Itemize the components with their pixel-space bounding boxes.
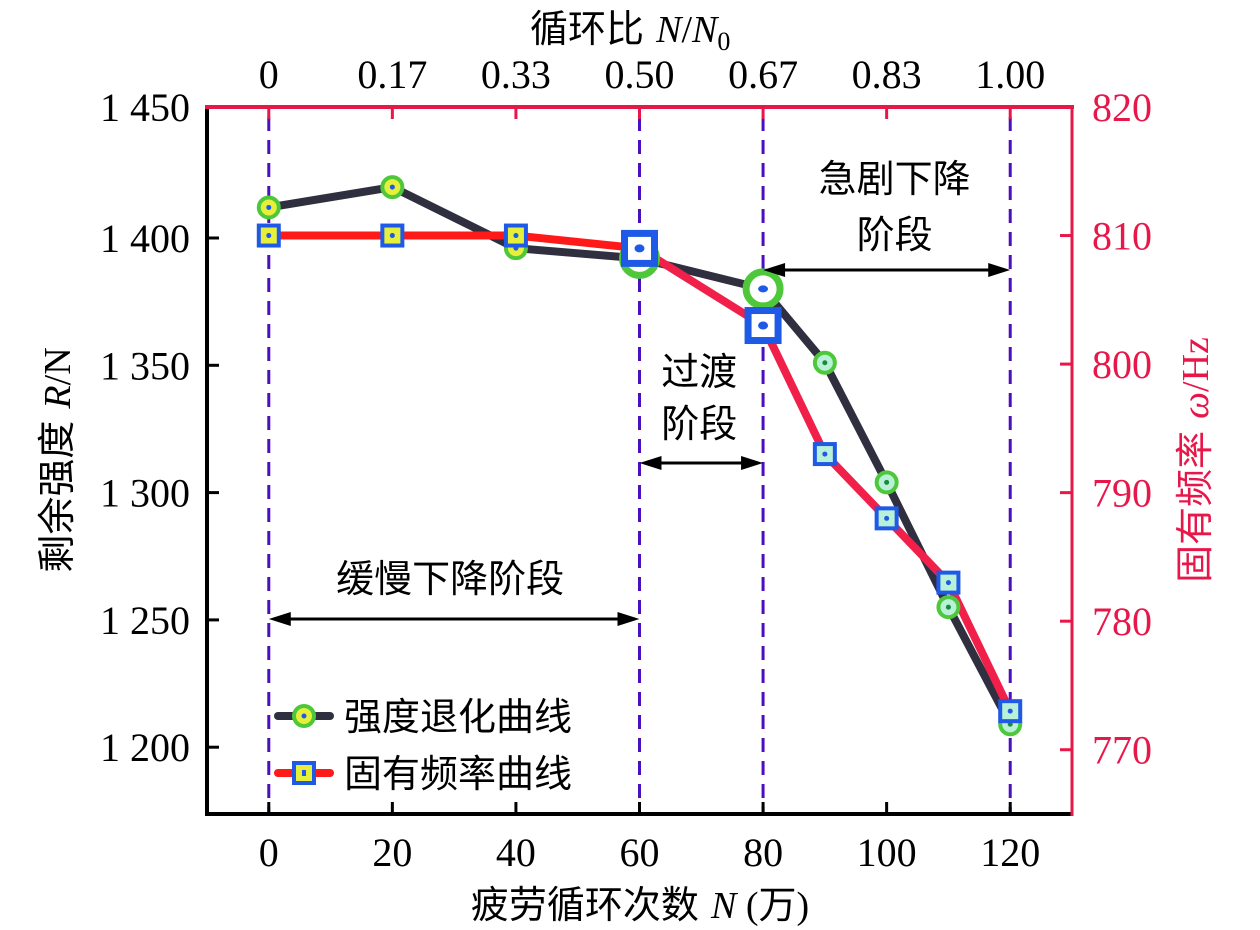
y-left-tick-label: 1 350 xyxy=(100,343,190,388)
y-left-axis-title-var: R xyxy=(37,385,79,409)
strength-line-segment xyxy=(820,358,891,487)
y-right-axis-title-var: ω xyxy=(1175,392,1217,419)
y-right-axis-title: 固有频率 ω/Hz xyxy=(1173,337,1217,583)
top-tick-label: 0.67 xyxy=(728,52,798,97)
x-axis-title: 疲劳循环次数 N (万) xyxy=(471,883,809,927)
frequency-point-dot xyxy=(945,580,951,586)
phase-label: 阶段 xyxy=(857,213,933,257)
y-left-tick-label: 1 300 xyxy=(100,471,190,516)
phase-arrow-head-left xyxy=(763,263,786,277)
y-left-axis-title: 剩余强度 R/N xyxy=(35,347,79,572)
legend-frequency-label: 固有频率曲线 xyxy=(344,752,572,796)
phase-arrow-head-right xyxy=(617,612,640,626)
phase-label: 急剧下降 xyxy=(819,157,971,201)
frequency-line-segment xyxy=(759,321,829,459)
frequency-point-dot xyxy=(1007,708,1013,714)
top-tick-label: 0.50 xyxy=(605,52,675,97)
top-tick-label: 0.83 xyxy=(852,52,922,97)
frequency-point xyxy=(621,229,658,267)
y-left-tick-label: 1 250 xyxy=(100,598,190,643)
top-tick-label: 0.17 xyxy=(357,52,427,97)
legend-strength-label: 强度退化曲线 xyxy=(344,695,572,739)
x-tick-label: 80 xyxy=(743,830,783,875)
legend-item-strength: 强度退化曲线 xyxy=(274,695,572,739)
strength-line-segment xyxy=(264,183,397,212)
y-right-tick-label: 820 xyxy=(1092,85,1152,130)
frequency-point-dot xyxy=(634,244,645,253)
phase-arrow-head-left xyxy=(639,456,662,470)
y-left-tick-label: 1 200 xyxy=(100,725,190,770)
x-axis-title-prefix: 疲劳循环次数 xyxy=(471,883,711,927)
top-tick-label: 1.00 xyxy=(975,52,1045,97)
top-axis-title-var: N xyxy=(655,9,684,51)
frequency-point-dot xyxy=(822,451,828,457)
y-right-axis-title-prefix: 固有频率 xyxy=(1173,419,1217,583)
frequency-line-segment xyxy=(511,231,644,253)
strength-point-dot xyxy=(266,204,272,210)
legend-strength-marker-dot xyxy=(301,713,307,719)
frequency-point-dot xyxy=(884,515,890,521)
strength-line-segment xyxy=(511,244,644,263)
strength-point-dot xyxy=(884,479,890,485)
x-tick-label: 100 xyxy=(857,830,917,875)
x-axis-title-var: N xyxy=(710,885,739,927)
top-axis-title-prefix: 循环比 xyxy=(530,7,656,51)
y-right-tick-label: 790 xyxy=(1092,471,1152,516)
y-left-axis-title-prefix: 剩余强度 xyxy=(35,409,79,573)
top-axis-title-slash: / xyxy=(681,9,692,51)
top-axis-title-sub: 0 xyxy=(717,27,730,56)
y-left-axis-title-suffix: /N xyxy=(37,347,79,385)
y-right-axis-title-suffix: /Hz xyxy=(1175,337,1217,392)
top-axis-title-var2: N xyxy=(691,9,720,51)
y-right-tick-label: 810 xyxy=(1092,214,1152,259)
top-tick-label: 0 xyxy=(259,52,279,97)
phase-label: 阶段 xyxy=(661,402,737,446)
phase-label: 缓慢下降阶段 xyxy=(336,557,564,601)
y-right-tick-label: 770 xyxy=(1092,728,1152,773)
phase-label: 过渡 xyxy=(661,350,737,394)
phase-arrow-head-right xyxy=(988,263,1011,277)
frequency-point-dot xyxy=(758,321,769,330)
x-tick-label: 60 xyxy=(620,830,660,875)
frequency-point-dot xyxy=(513,233,519,239)
legend-frequency-marker-dot xyxy=(302,770,306,776)
x-tick-label: 0 xyxy=(259,830,279,875)
axes: 0 20 40 60 80 100 120 0 0.17 0.33 0.50 0.67 0.83 1.00… xyxy=(100,52,1152,875)
phase-arrow-head-right xyxy=(741,456,764,470)
y-right-tick-label: 800 xyxy=(1092,342,1152,387)
frequency-point-dot xyxy=(389,233,395,239)
phase-arrow-head-left xyxy=(268,612,291,626)
y-left-tick-label: 1 400 xyxy=(100,216,190,261)
y-right-tick-label: 780 xyxy=(1092,599,1152,644)
top-axis-title: 循环比 N/N0 xyxy=(530,7,730,56)
x-tick-label: 40 xyxy=(496,830,536,875)
x-tick-label: 120 xyxy=(980,830,1040,875)
x-tick-label: 20 xyxy=(372,830,412,875)
series-group xyxy=(256,175,1023,737)
y-left-tick-label: 1 450 xyxy=(100,85,190,130)
strength-point-dot xyxy=(389,184,395,190)
strength-point-dot xyxy=(758,285,769,293)
x-axis-title-suffix: (万) xyxy=(736,885,809,927)
frequency-line-segment xyxy=(635,244,768,330)
strength-point-dot xyxy=(945,604,951,610)
legend-item-frequency: 固有频率曲线 xyxy=(274,752,572,796)
top-tick-label: 0.33 xyxy=(481,52,551,97)
strength-point-dot xyxy=(822,360,828,366)
legend: 强度退化曲线 固有频率曲线 xyxy=(274,695,572,796)
frequency-point-dot xyxy=(266,233,272,239)
